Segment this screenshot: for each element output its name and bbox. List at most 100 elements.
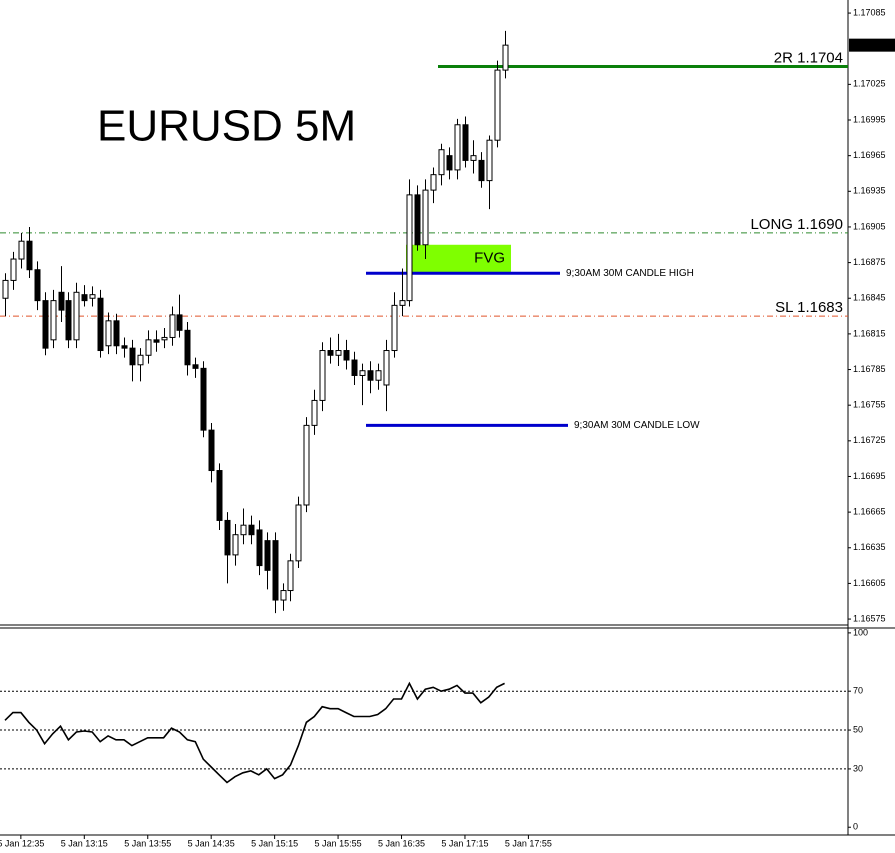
y-tick-label: 1.16665: [853, 506, 886, 516]
candle-body: [295, 504, 302, 562]
candle-body: [224, 519, 231, 556]
x-tick-label: 5 Jan 13:15: [61, 838, 108, 848]
x-tick-label: 5 Jan 15:15: [251, 838, 298, 848]
candle-body: [264, 540, 271, 571]
level-label: LONG 1.1690: [750, 216, 843, 233]
candle-body: [478, 159, 485, 182]
candle-body: [256, 529, 263, 567]
candle-body: [486, 139, 493, 182]
candle-body: [161, 336, 168, 341]
candle-body: [343, 350, 350, 361]
candle-body: [97, 297, 104, 352]
candle-body: [10, 258, 17, 281]
candle-body: [399, 300, 406, 306]
candle-body: [327, 350, 334, 356]
candle-body: [153, 339, 160, 343]
candle-body: [121, 345, 128, 349]
candle-body: [502, 44, 509, 71]
candle-body: [129, 347, 136, 366]
candle-body: [414, 194, 421, 246]
y-tick-label: 1.16605: [853, 578, 886, 588]
x-tick-label: 5 Jan 13:55: [124, 838, 171, 848]
candle-body: [105, 320, 112, 347]
candle-body: [280, 590, 287, 601]
fvg-zone: [406, 244, 511, 273]
candle-body: [319, 350, 326, 401]
candle-body: [73, 291, 80, 341]
candle-body: [391, 304, 398, 352]
y-tick-label: 1.16575: [853, 613, 886, 623]
candle-body: [422, 189, 429, 246]
y-tick-label: 1.16785: [853, 364, 886, 374]
y-tick-label: 1.16965: [853, 150, 886, 160]
range-label: 9;30AM 30M CANDLE HIGH: [566, 268, 694, 279]
candle-body: [81, 294, 88, 302]
candle-body: [311, 399, 318, 426]
candle-body: [248, 524, 255, 536]
candle-body: [50, 300, 57, 341]
price-tag: [849, 38, 895, 52]
x-tick-label: 5 Jan 12:35: [0, 838, 44, 848]
y-tick-label: 1.16845: [853, 293, 886, 303]
range-label: 9;30AM 30M CANDLE LOW: [574, 420, 700, 431]
candle-body: [351, 359, 358, 376]
level-label: SL 1.1683: [775, 299, 843, 316]
x-tick-label: 5 Jan 14:35: [188, 838, 235, 848]
candle-body: [438, 149, 445, 176]
y-tick-label: 70: [853, 686, 863, 696]
candle-body: [367, 370, 374, 381]
y-tick-label: 1.16695: [853, 471, 886, 481]
candle-body: [42, 300, 49, 349]
candle-body: [454, 124, 461, 171]
y-tick-label: 1.16635: [853, 542, 886, 552]
candle-body: [406, 194, 413, 302]
candle-body: [359, 370, 366, 376]
x-tick-label: 5 Jan 17:15: [441, 838, 488, 848]
chart-title: EURUSD 5M: [97, 102, 356, 151]
fvg-label: FVG: [474, 249, 505, 266]
candle-body: [462, 124, 469, 161]
y-tick-label: 1.16755: [853, 400, 886, 410]
candle-body: [58, 291, 65, 311]
y-tick-label: 1.16935: [853, 186, 886, 196]
candle-body: [470, 155, 477, 161]
price-tag-label: 1.17058: [852, 40, 885, 50]
y-tick-label: 1.16815: [853, 328, 886, 338]
y-tick-label: 1.16725: [853, 435, 886, 445]
y-tick-label: 30: [853, 763, 863, 773]
candle-body: [137, 354, 144, 366]
candle-body: [430, 174, 437, 191]
y-tick-label: 100: [853, 627, 868, 637]
y-tick-label: 1.16905: [853, 221, 886, 231]
candle-body: [2, 279, 9, 299]
x-tick-label: 5 Jan 16:35: [378, 838, 425, 848]
candle-body: [375, 370, 382, 381]
candle-body: [26, 240, 33, 271]
candle-body: [446, 155, 453, 171]
candle-body: [145, 339, 152, 356]
candle-body: [303, 424, 310, 506]
candle-body: [240, 524, 247, 536]
y-tick-label: 50: [853, 724, 863, 734]
candle-body: [176, 314, 183, 331]
level-label: 2R 1.1704: [774, 50, 843, 67]
candle-body: [383, 350, 390, 386]
candle-body: [272, 540, 279, 601]
candle-body: [34, 269, 41, 302]
candle-body: [216, 470, 223, 521]
y-tick-label: 1.17025: [853, 79, 886, 89]
candle-body: [287, 560, 294, 592]
candle-body: [18, 240, 25, 260]
candle-body: [192, 364, 199, 369]
candle-body: [335, 350, 342, 356]
x-tick-label: 5 Jan 17:55: [505, 838, 552, 848]
candle-body: [65, 300, 72, 341]
y-tick-label: 1.17085: [853, 7, 886, 17]
candle-body: [113, 320, 120, 347]
candle-body: [89, 294, 96, 299]
candle-body: [169, 314, 176, 338]
y-tick-label: 0: [853, 822, 858, 832]
candle-body: [232, 534, 239, 556]
